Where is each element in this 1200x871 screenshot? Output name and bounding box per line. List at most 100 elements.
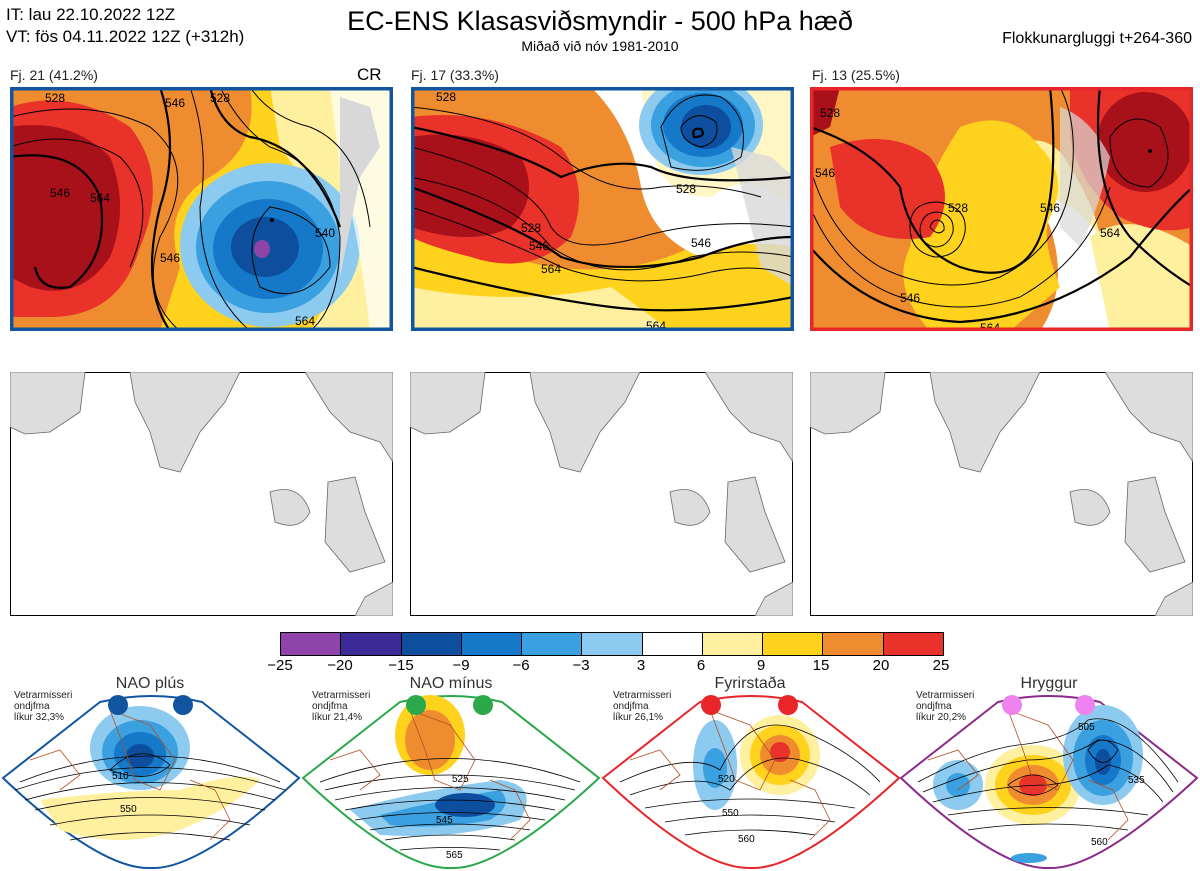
contour-label: 550 bbox=[120, 804, 137, 815]
colorbar-tick: 3 bbox=[636, 657, 646, 674]
cluster-1-tag: CR bbox=[357, 65, 382, 84]
regime-dot bbox=[406, 695, 426, 715]
cluster-1-label: Fj. 21 (41.2%) bbox=[10, 67, 98, 83]
contour-label: 564 bbox=[980, 321, 1000, 331]
colorbar-segment bbox=[281, 633, 342, 655]
colorbar-tick: −6 bbox=[512, 657, 530, 674]
classification-window: Flokkunargluggi t+264-360 bbox=[1002, 30, 1192, 47]
cluster-frame bbox=[10, 87, 393, 331]
regime-3-note: Vetrarmisseri ondjfma líkur 26,1% bbox=[613, 690, 671, 723]
contour-label: 545 bbox=[436, 815, 453, 826]
colorbar-segment bbox=[702, 633, 764, 655]
regime-1-note: Vetrarmisseri ondjfma líkur 32,3% bbox=[14, 690, 72, 723]
colorbar-tick: −15 bbox=[388, 657, 414, 674]
contour-label: 540 bbox=[315, 226, 335, 240]
contour-label: 510 bbox=[112, 771, 129, 782]
valid-time: VT: fös 04.11.2022 12Z (+312h) bbox=[6, 27, 245, 46]
contour-label: 546 bbox=[815, 166, 835, 180]
outline-map-1 bbox=[10, 372, 393, 616]
regime-dot bbox=[778, 695, 798, 715]
colorbar-tick: 25 bbox=[932, 657, 950, 674]
page-title: EC-ENS Klasasviðsmyndir - 500 hPa hæð bbox=[347, 6, 853, 36]
outline-map-2 bbox=[410, 372, 793, 616]
contour-label: 546 bbox=[165, 96, 185, 110]
regime-dot bbox=[701, 695, 721, 715]
contour-label: 528 bbox=[948, 201, 968, 215]
initial-time: IT: lau 22.10.2022 12Z bbox=[6, 5, 176, 24]
contour-label: 546 bbox=[900, 291, 920, 305]
regime-note-line: líkur 20,2% bbox=[916, 712, 967, 723]
colorbar-segment bbox=[341, 633, 402, 655]
colorbar-tick: −9 bbox=[452, 657, 470, 674]
colorbar bbox=[280, 632, 944, 656]
cluster-frame bbox=[810, 87, 1193, 331]
regime-1-map: 510 550 bbox=[1, 695, 301, 870]
regime-4-title: Hryggur bbox=[1020, 675, 1078, 692]
colorbar-segment bbox=[883, 633, 943, 655]
regime-note-line: líkur 32,3% bbox=[14, 712, 65, 723]
header-times: IT: lau 22.10.2022 12Z VT: fös 04.11.202… bbox=[6, 4, 244, 48]
colorbar-tick: 15 bbox=[812, 657, 830, 674]
regime-note-line: ondjfma bbox=[613, 701, 649, 712]
regime-2-map: 525 545 565 bbox=[301, 695, 601, 870]
colorbar-tick: −3 bbox=[572, 657, 590, 674]
colorbar-tick: 20 bbox=[872, 657, 890, 674]
colorbar-segment bbox=[642, 633, 703, 655]
contour-label: 528 bbox=[521, 221, 541, 235]
regime-note-line: líkur 26,1% bbox=[613, 712, 664, 723]
colorbar-segment bbox=[461, 633, 523, 655]
regime-note-line: Vetrarmisseri bbox=[916, 690, 975, 701]
contour-label: 535 bbox=[1128, 775, 1145, 786]
contour-label: 560 bbox=[738, 834, 755, 845]
regime-dot bbox=[173, 695, 193, 715]
regime-dot bbox=[473, 695, 493, 715]
colorbar-segment bbox=[823, 633, 884, 655]
contour-label: 564 bbox=[541, 262, 561, 276]
contour-label: 565 bbox=[446, 850, 463, 861]
regime-4-map: 505 535 560 bbox=[899, 695, 1199, 870]
regime-2-note: Vetrarmisseri ondjfma líkur 21,4% bbox=[312, 690, 370, 723]
colorbar-segment bbox=[401, 633, 462, 655]
contour-label: 528 bbox=[676, 182, 696, 196]
contour-label: 528 bbox=[436, 90, 456, 104]
regime-3-title: Fyrirstaða bbox=[714, 675, 786, 692]
regime-dot bbox=[108, 695, 128, 715]
regime-4-note: Vetrarmisseri ondjfma líkur 20,2% bbox=[916, 690, 974, 723]
cluster-frame bbox=[411, 87, 794, 331]
colorbar-tick: 6 bbox=[696, 657, 706, 674]
regime-1-title: NAO plús bbox=[115, 675, 185, 692]
regime-note-line: ondjfma bbox=[916, 701, 952, 712]
regime-dot bbox=[1002, 695, 1022, 715]
contour-label: 550 bbox=[722, 808, 739, 819]
contour-label: 564 bbox=[1100, 226, 1120, 240]
regime-note-line: Vetrarmisseri bbox=[312, 690, 371, 701]
colorbar-tick: 9 bbox=[756, 657, 766, 674]
contour-label: 546 bbox=[50, 186, 70, 200]
colorbar-tick: −20 bbox=[327, 657, 353, 674]
cluster-3-map: 528 546 528 564 546 546 564 bbox=[810, 87, 1193, 331]
contour-label: 564 bbox=[90, 191, 110, 205]
contour-label: 528 bbox=[45, 91, 65, 105]
outline-map-3 bbox=[810, 372, 1193, 616]
contour-label: 520 bbox=[718, 774, 735, 785]
regime-note-line: Vetrarmisseri bbox=[613, 690, 672, 701]
contour-label: 505 bbox=[1078, 722, 1095, 733]
contour-label: 560 bbox=[1091, 837, 1108, 848]
cluster-2-map: 528 528 546 564 546 528 564 bbox=[411, 87, 794, 331]
colorbar-segment bbox=[763, 633, 824, 655]
colorbar-tick: −25 bbox=[267, 657, 293, 674]
regime-note-line: ondjfma bbox=[312, 701, 348, 712]
regime-note-line: líkur 21,4% bbox=[312, 712, 363, 723]
contour-label: 528 bbox=[820, 106, 840, 120]
cluster-1-map: 528 546 528 546 564 540 546 564 bbox=[10, 87, 393, 331]
contour-label: 528 bbox=[210, 91, 230, 105]
contour-label: 564 bbox=[295, 314, 315, 328]
cluster-2-label: Fj. 17 (33.3%) bbox=[411, 67, 499, 83]
colorbar-segment bbox=[582, 633, 643, 655]
page-subtitle: Miðað við nóv 1981-2010 bbox=[521, 38, 679, 54]
cluster-3-label: Fj. 13 (25.5%) bbox=[812, 67, 900, 83]
regime-dot bbox=[1075, 695, 1095, 715]
contour-label: 525 bbox=[452, 774, 469, 785]
colorbar-segment bbox=[522, 633, 583, 655]
contour-label: 546 bbox=[1040, 201, 1060, 215]
